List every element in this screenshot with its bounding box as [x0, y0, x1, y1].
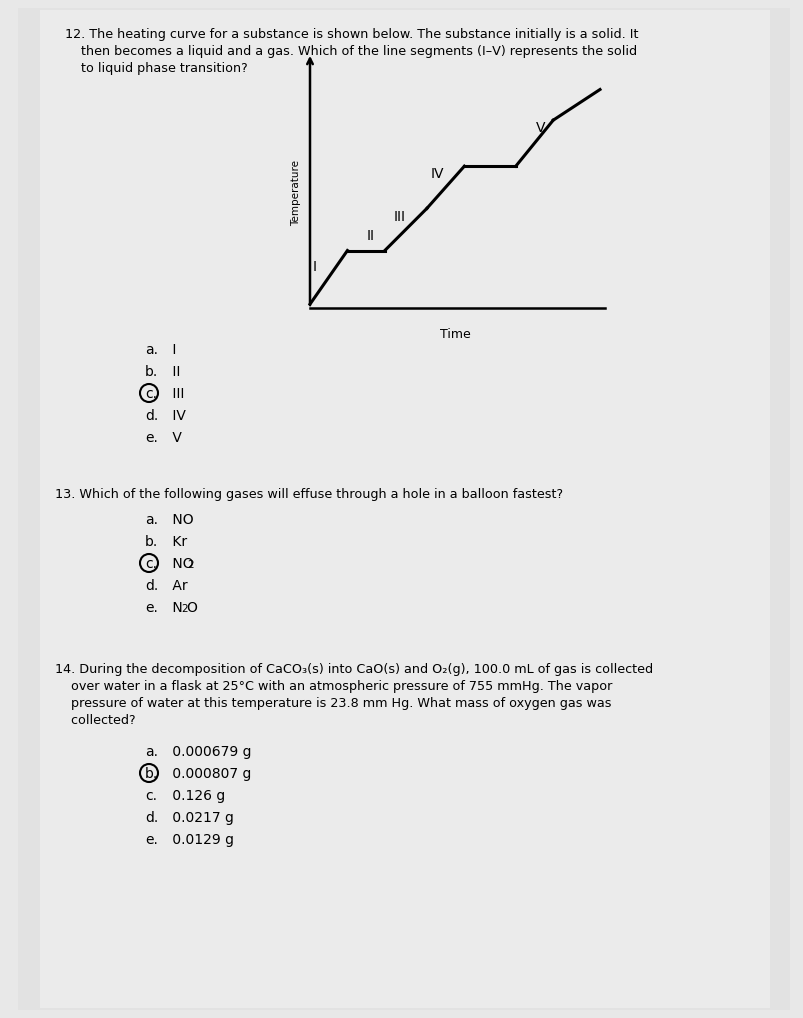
Text: NO: NO [168, 557, 194, 571]
Text: 0.000807 g: 0.000807 g [168, 767, 251, 781]
Text: over water in a flask at 25°C with an atmospheric pressure of 755 mmHg. The vapo: over water in a flask at 25°C with an at… [55, 680, 612, 693]
Text: to liquid phase transition?: to liquid phase transition? [65, 62, 247, 75]
Text: NO: NO [168, 513, 194, 527]
Text: Temperature: Temperature [291, 160, 300, 226]
Text: V: V [168, 431, 181, 445]
Text: Time: Time [439, 328, 470, 341]
Text: b.: b. [145, 767, 158, 781]
Text: V: V [535, 121, 544, 134]
Text: 14. During the decomposition of CaCO₃(s) into CaO(s) and O₂(g), 100.0 mL of gas : 14. During the decomposition of CaCO₃(s)… [55, 663, 652, 676]
Text: 0.126 g: 0.126 g [168, 789, 225, 803]
Text: c.: c. [145, 557, 157, 571]
Text: collected?: collected? [55, 714, 136, 727]
Text: IV: IV [430, 167, 444, 181]
Text: 0.0217 g: 0.0217 g [168, 811, 234, 825]
Text: c.: c. [145, 789, 157, 803]
Text: d.: d. [145, 811, 158, 825]
Text: a.: a. [145, 745, 158, 759]
Text: e.: e. [145, 431, 157, 445]
Text: e.: e. [145, 833, 157, 847]
Text: d.: d. [145, 409, 158, 423]
Text: O: O [186, 601, 197, 615]
Text: IV: IV [168, 409, 185, 423]
Text: a.: a. [145, 513, 158, 527]
Text: III: III [393, 210, 406, 224]
Text: b.: b. [145, 535, 158, 549]
Text: 0.000679 g: 0.000679 g [168, 745, 251, 759]
Text: Kr: Kr [168, 535, 187, 549]
Text: pressure of water at this temperature is 23.8 mm Hg. What mass of oxygen gas was: pressure of water at this temperature is… [55, 697, 611, 710]
Text: N: N [168, 601, 182, 615]
Text: a.: a. [145, 343, 158, 357]
Text: then becomes a liquid and a gas. Which of the line segments (I–V) represents the: then becomes a liquid and a gas. Which o… [65, 45, 636, 58]
FancyBboxPatch shape [18, 8, 789, 1010]
Text: e.: e. [145, 601, 157, 615]
Text: I: I [312, 260, 316, 274]
Text: c.: c. [145, 387, 157, 401]
Text: II: II [365, 228, 373, 242]
Text: III: III [168, 387, 184, 401]
Text: b.: b. [145, 365, 158, 379]
Text: 2: 2 [187, 560, 194, 570]
Text: 12. The heating curve for a substance is shown below. The substance initially is: 12. The heating curve for a substance is… [65, 29, 638, 41]
Text: d.: d. [145, 579, 158, 593]
Text: Ar: Ar [168, 579, 187, 593]
FancyBboxPatch shape [40, 10, 769, 1008]
Text: I: I [168, 343, 176, 357]
Text: 0.0129 g: 0.0129 g [168, 833, 234, 847]
Text: 13. Which of the following gases will effuse through a hole in a balloon fastest: 13. Which of the following gases will ef… [55, 488, 562, 501]
Text: 2: 2 [181, 604, 187, 614]
Text: II: II [168, 365, 180, 379]
